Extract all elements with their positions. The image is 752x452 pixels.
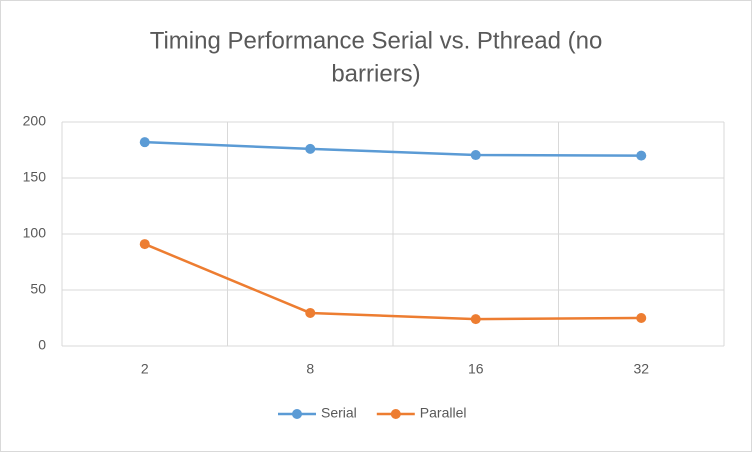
x-tick-label: 2 bbox=[141, 361, 149, 377]
data-point bbox=[305, 307, 316, 318]
chart-title: Timing Performance Serial vs. Pthread (n… bbox=[150, 27, 603, 54]
series-line bbox=[144, 140, 642, 157]
legend-label: Serial bbox=[321, 405, 357, 421]
series-line bbox=[144, 242, 642, 321]
data-point bbox=[305, 143, 316, 154]
y-tick-label: 150 bbox=[23, 169, 47, 185]
data-point bbox=[139, 137, 150, 148]
y-tick-label: 50 bbox=[30, 281, 46, 297]
legend-marker bbox=[390, 409, 401, 419]
x-tick-label: 16 bbox=[468, 361, 484, 377]
legend-label: Parallel bbox=[420, 405, 467, 421]
data-point bbox=[636, 313, 647, 323]
x-tick-label: 32 bbox=[633, 361, 649, 377]
data-point bbox=[470, 314, 481, 325]
data-point bbox=[470, 150, 481, 161]
y-tick-label: 0 bbox=[38, 337, 46, 353]
data-point bbox=[636, 150, 647, 161]
x-tick-label: 8 bbox=[306, 361, 314, 377]
y-tick-label: 200 bbox=[23, 113, 47, 129]
chart-title: barriers) bbox=[331, 60, 420, 87]
y-tick-label: 100 bbox=[23, 225, 47, 241]
data-point bbox=[139, 239, 150, 250]
legend-marker bbox=[292, 409, 302, 419]
